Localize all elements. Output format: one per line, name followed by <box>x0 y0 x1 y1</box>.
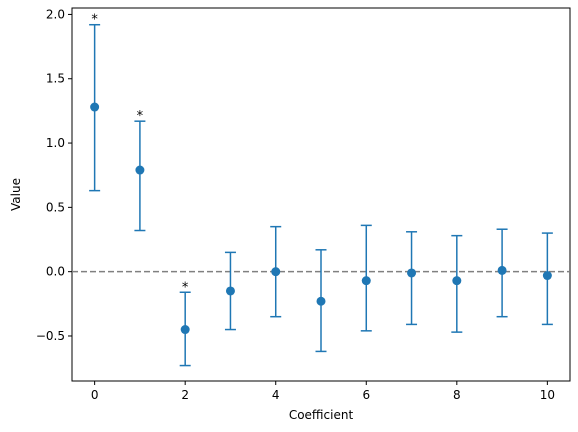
points-layer <box>90 102 552 335</box>
x-tick-label-0: 0 <box>91 388 99 402</box>
x-tick-label-10: 10 <box>540 388 555 402</box>
y-tick-label-5: 2.0 <box>46 7 65 21</box>
data-point-8 <box>452 276 462 286</box>
data-point-7 <box>407 268 417 278</box>
x-tick-label-2: 2 <box>181 388 189 402</box>
significance-star-1: * <box>137 109 144 124</box>
data-point-1 <box>135 165 145 175</box>
significance-star-2: * <box>182 280 189 295</box>
significance-markers-layer: * * * <box>91 13 189 296</box>
error-bars-layer <box>89 23 553 367</box>
y-tick-label-2: 0.5 <box>46 200 65 214</box>
x-tick-label-4: 4 <box>272 388 280 402</box>
data-point-9 <box>497 265 507 275</box>
y-tick-label-4: 1.5 <box>46 72 65 86</box>
data-point-2 <box>180 325 190 335</box>
data-point-10 <box>542 271 552 281</box>
y-tick-label-1: 0.0 <box>46 265 65 279</box>
x-axis-ticks: 0 2 4 6 8 10 <box>91 381 555 402</box>
data-point-6 <box>361 276 371 286</box>
data-point-0 <box>90 102 100 112</box>
x-tick-label-6: 6 <box>362 388 370 402</box>
y-tick-label-3: 1.0 <box>46 136 65 150</box>
y-tick-label-0: −0.5 <box>36 329 65 343</box>
x-tick-label-8: 8 <box>453 388 461 402</box>
data-point-5 <box>316 296 326 306</box>
y-axis-ticks: −0.5 0.0 0.5 1.0 1.5 2.0 <box>36 7 72 343</box>
plot-area <box>71 7 571 382</box>
data-point-3 <box>225 286 235 296</box>
significance-star-0: * <box>91 13 98 28</box>
y-axis-label: Value <box>9 178 23 211</box>
data-point-4 <box>271 267 281 277</box>
x-axis-label: Coefficient <box>289 408 354 422</box>
